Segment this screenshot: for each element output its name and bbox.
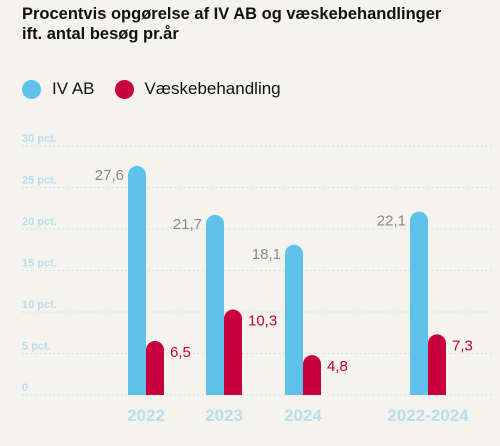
legend-item-iv-ab: IV AB	[22, 79, 95, 99]
legend-label-iv-ab: IV AB	[52, 79, 95, 98]
data-label-vaeskebehandling: 6,5	[170, 344, 191, 361]
legend-label-vaeskebehandling: Væskebehandling	[144, 79, 281, 98]
y-tick-label: 20 pct.	[22, 216, 57, 228]
bar-vaeskebehandling	[303, 355, 321, 395]
bar-vaeskebehandling	[428, 334, 446, 395]
y-tick-label: 5 pct.	[22, 341, 51, 353]
data-label-iv-ab: 22,1	[377, 213, 406, 230]
x-tick-label: 2022	[127, 406, 165, 425]
y-tick-label: 10 pct.	[22, 299, 57, 311]
bar-vaeskebehandling	[146, 341, 164, 395]
bar-iv-ab	[410, 211, 428, 395]
chart-title: Procentvis opgørelse af IV AB og væskebe…	[22, 4, 492, 44]
data-label-vaeskebehandling: 7,3	[452, 337, 473, 354]
legend-item-vaeskebehandling: Væskebehandling	[114, 79, 281, 99]
bar-vaeskebehandling	[224, 309, 242, 395]
data-label-iv-ab: 27,6	[95, 167, 124, 184]
data-label-vaeskebehandling: 4,8	[327, 358, 348, 375]
y-tick-label: 30 pct.	[22, 133, 57, 145]
y-tick-label: 25 pct.	[22, 175, 57, 187]
legend-swatch-vaeskebehandling	[114, 79, 134, 99]
bar-iv-ab	[206, 214, 224, 395]
chart-title-line-1: Procentvis opgørelse af IV AB og væskebe…	[22, 5, 442, 23]
legend-swatch-iv-ab	[22, 79, 41, 99]
data-label-vaeskebehandling: 10,3	[248, 313, 277, 330]
bar-iv-ab	[285, 244, 303, 395]
chart-title-line-2: ift. antal besøg pr.år	[22, 25, 179, 43]
bar-iv-ab	[128, 165, 146, 395]
legend: IV AB Væskebehandling	[22, 78, 301, 100]
data-label-iv-ab: 21,7	[173, 216, 202, 233]
x-tick-label: 2023	[205, 406, 243, 425]
x-tick-label: 2022-2024	[387, 406, 469, 425]
y-tick-label: 0	[22, 382, 28, 394]
x-tick-label: 2024	[284, 406, 322, 425]
y-tick-label: 15 pct.	[22, 258, 57, 270]
data-label-iv-ab: 18,1	[252, 246, 281, 263]
